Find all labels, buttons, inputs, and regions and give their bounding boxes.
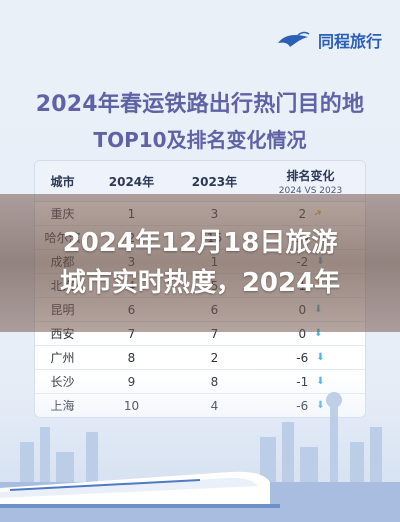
- headline-text: 2024年12月18日旅游 城市实时热度，2024年: [46, 223, 354, 303]
- cell-city: 广州: [35, 345, 90, 370]
- brand-logo: 同程旅行: [276, 28, 382, 52]
- header-change-label: 排名变化: [286, 168, 335, 183]
- city-skyline-illustration: [0, 372, 400, 522]
- title-line-2: TOP10及排名变化情况: [93, 128, 307, 152]
- headline-overlay: 2024年12月18日旅游 城市实时热度，2024年: [0, 194, 400, 332]
- cell-2024: 8: [89, 345, 173, 370]
- change-value: -6: [296, 350, 309, 365]
- tongcheng-bird-icon: [277, 31, 310, 47]
- title-line-1: 2024年春运铁路出行热门目的地: [35, 92, 365, 117]
- table-row: 广州 8 2 -6 ⬇: [35, 345, 365, 370]
- change-value: 0: [298, 326, 307, 341]
- cell-change: -6 ⬇: [255, 345, 365, 370]
- page-title: 2024年春运铁路出行热门目的地 TOP10及排名变化情况: [0, 86, 400, 153]
- headline-line-2: 城市实时热度，2024年: [59, 268, 341, 298]
- cell-2023: 2: [172, 345, 256, 370]
- header-change-sub: 2024 VS 2023: [278, 185, 343, 196]
- brand-name: 同程旅行: [317, 32, 382, 51]
- arrow-down-icon: ⬇: [316, 352, 325, 363]
- headline-line-1: 2024年12月18日旅游: [62, 228, 338, 258]
- arrow-down-icon: ⬇: [314, 328, 323, 339]
